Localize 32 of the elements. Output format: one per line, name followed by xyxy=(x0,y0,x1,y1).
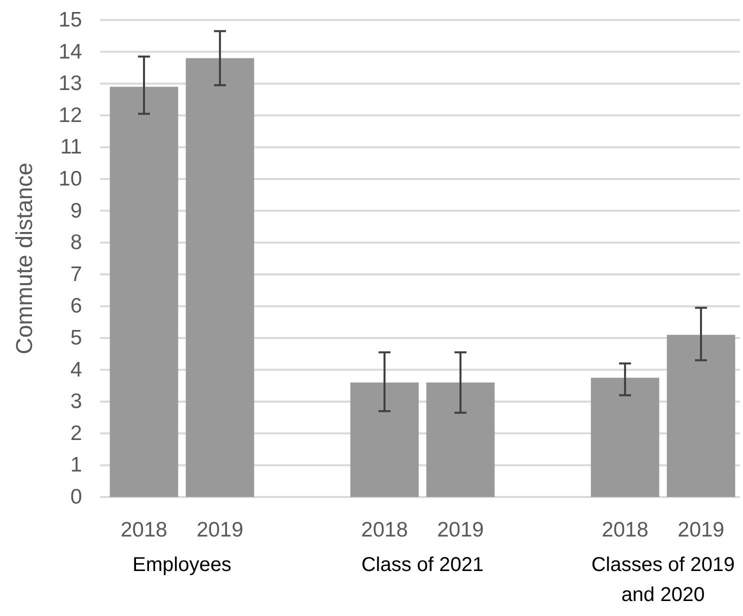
x-tick-label: Class of 2021 xyxy=(361,554,484,576)
y-axis-title: Commute distance xyxy=(11,162,37,354)
y-tick-label: 5 xyxy=(70,326,82,350)
series-label: 2019 xyxy=(196,518,244,542)
bar xyxy=(186,58,254,497)
bar xyxy=(590,378,660,497)
y-tick-label: 13 xyxy=(58,72,82,96)
y-tick-label: 3 xyxy=(70,390,82,414)
bar xyxy=(426,382,495,497)
bar xyxy=(110,86,178,497)
y-tick-label: 10 xyxy=(58,168,82,190)
y-tick-label: 4 xyxy=(70,358,82,382)
text: 2018 xyxy=(602,518,648,542)
y-tick-label: 1 xyxy=(70,454,82,477)
text: 2019 xyxy=(678,518,724,542)
text: 2019 xyxy=(437,518,484,542)
series-label: 2018 xyxy=(120,518,168,542)
y-tick-label: 2 xyxy=(70,422,82,445)
y-tick-label: 7 xyxy=(70,262,82,286)
text: 2018 xyxy=(361,518,408,542)
y-tick-label: 14 xyxy=(58,40,82,64)
x-tick-label: Classes of 2019 and 2020 xyxy=(591,554,735,606)
y-tick-label: 0 xyxy=(70,486,82,508)
y-tick-label: 8 xyxy=(70,231,82,254)
y-tick-label: 9 xyxy=(70,199,82,222)
y-tick-label: 6 xyxy=(70,294,82,318)
y-tick-label: 15 xyxy=(58,8,82,32)
x-tick-label: Employees xyxy=(132,554,232,576)
bar xyxy=(666,334,736,497)
bar xyxy=(350,382,419,497)
y-tick-label: 12 xyxy=(58,104,82,127)
y-tick-label: 11 xyxy=(60,136,82,159)
